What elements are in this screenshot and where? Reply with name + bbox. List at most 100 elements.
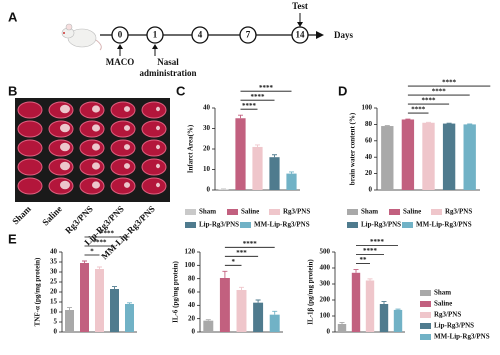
- y-tick-label: 25: [50, 278, 58, 286]
- brain-slice: [141, 139, 167, 157]
- y-tick-label: 40: [188, 301, 196, 309]
- brain-slice: [79, 177, 105, 195]
- y-tick-label: 20: [203, 145, 211, 153]
- bar: [219, 278, 230, 332]
- legend-swatch: [420, 334, 431, 340]
- brain-slice: [141, 177, 167, 195]
- bar: [95, 269, 104, 332]
- y-axis-label: IL-6 (pg/mg protein): [172, 260, 180, 322]
- legend-swatch: [269, 209, 280, 215]
- bar: [269, 314, 280, 332]
- y-tick-label: 20: [188, 314, 196, 322]
- arrowhead: [117, 44, 123, 49]
- infarct: [92, 124, 100, 132]
- bar: [80, 263, 89, 332]
- infarct: [156, 144, 160, 150]
- significance-label: ****: [242, 102, 257, 110]
- error-bar: [367, 278, 373, 281]
- error-bar: [353, 269, 359, 273]
- bar: [379, 304, 389, 332]
- error-bar: [395, 308, 401, 310]
- panel-label: A: [8, 9, 18, 24]
- y-tick-label: 20: [365, 169, 373, 177]
- significance-label: ****: [363, 247, 378, 255]
- significance-label: ***: [236, 249, 247, 257]
- infarct: [92, 181, 100, 189]
- y-tick-label: 15: [50, 298, 58, 306]
- y-tick-label: 5: [54, 318, 58, 326]
- brain-slice: [79, 139, 105, 157]
- legend-swatch: [347, 222, 358, 228]
- brain-slice: [17, 120, 43, 138]
- brain-slice: [110, 177, 136, 195]
- error-bar: [82, 260, 87, 263]
- y-tick-label: 0: [327, 328, 331, 336]
- legend-swatch: [402, 222, 413, 228]
- infarct: [60, 180, 70, 190]
- bar: [337, 324, 347, 332]
- infarct: [124, 182, 130, 188]
- bar: [422, 122, 435, 190]
- bar: [253, 302, 264, 332]
- y-tick-label: 10: [50, 308, 58, 316]
- y-tick-label: 100: [362, 104, 373, 112]
- brain-slice: [141, 101, 167, 119]
- bar: [203, 320, 214, 332]
- significance-label: ****: [259, 84, 274, 92]
- day-marker: [239, 26, 257, 44]
- bar: [236, 290, 247, 332]
- infarct: [60, 123, 70, 133]
- day-label: 7: [246, 30, 251, 40]
- bar: [269, 157, 280, 190]
- brain-slice: [141, 120, 167, 138]
- y-tick-label: 200: [320, 296, 331, 304]
- mouse-icon: [61, 23, 102, 51]
- infarct: [124, 125, 130, 131]
- y-tick-label: 0: [369, 186, 373, 194]
- error-bar: [289, 171, 294, 174]
- y-tick-label: 60: [188, 288, 196, 296]
- error-bar: [272, 310, 278, 315]
- significance-label: ****: [432, 88, 447, 96]
- bar: [286, 173, 297, 190]
- error-bar: [67, 307, 72, 310]
- error-bar: [255, 144, 260, 147]
- brain-slices: [17, 101, 167, 195]
- significance-label: ****: [93, 239, 108, 247]
- legend-label: Rg3/PNS: [434, 311, 461, 319]
- brain-slice: [110, 158, 136, 176]
- y-tick-label: 40: [203, 104, 211, 112]
- panel-label: C: [176, 83, 186, 98]
- error-bar: [97, 266, 102, 269]
- legend-label: MM-Lip-Rg3/PNS: [416, 221, 472, 229]
- brain-slice: [110, 139, 136, 157]
- bar: [365, 280, 375, 332]
- y-tick-label: 60: [365, 136, 373, 144]
- legend-label: Rg3/PNS: [283, 208, 310, 216]
- y-tick-label: 120: [185, 248, 196, 256]
- error-bar: [255, 299, 261, 303]
- y-tick-label: 300: [320, 280, 331, 288]
- legend-label: Rg3/PNS: [445, 208, 472, 216]
- bar: [463, 124, 476, 190]
- y-tick-label: 0: [207, 186, 211, 194]
- brain-slice: [17, 158, 43, 176]
- brain-slice: [141, 158, 167, 176]
- legend-swatch: [347, 209, 358, 215]
- timeline-unit: Days: [334, 30, 353, 40]
- legend-label: Lip-Rg3/PNS: [199, 221, 239, 229]
- infarct: [124, 163, 130, 169]
- bar: [125, 304, 134, 332]
- legend-label: Saline: [403, 208, 421, 216]
- error-bar: [221, 188, 226, 190]
- legend-label: MM-Lip-Rg3/PNS: [254, 221, 310, 229]
- legend-label: Saline: [434, 300, 452, 308]
- significance-label: ****: [251, 93, 266, 101]
- y-tick-label: 0: [192, 328, 196, 336]
- significance-label: ****: [100, 230, 115, 238]
- day-label: 14: [296, 30, 306, 40]
- legend-label: MM-Lip-Rg3/PNS: [434, 333, 490, 341]
- group-label: Saline: [40, 204, 64, 228]
- y-tick-label: 30: [50, 268, 58, 276]
- legend-swatch: [240, 222, 251, 228]
